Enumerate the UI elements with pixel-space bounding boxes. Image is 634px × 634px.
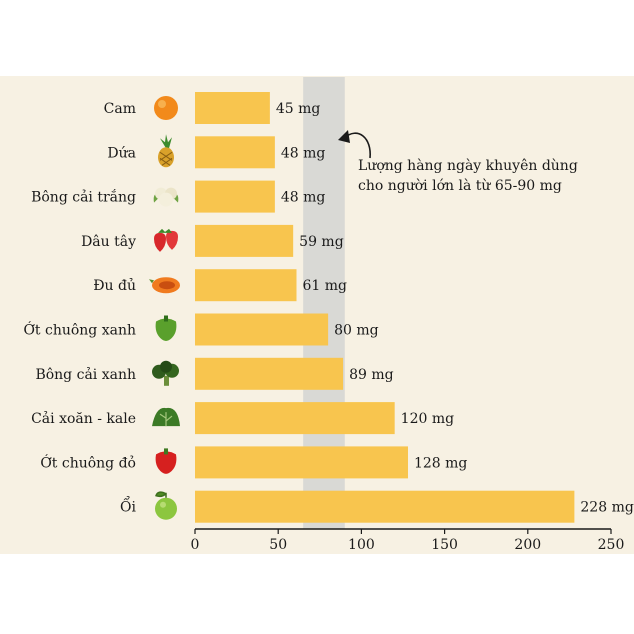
pineapple-icon [158, 134, 174, 168]
category-label: Cải xoăn - kale [31, 410, 136, 427]
value-label: 128 mg [414, 455, 467, 471]
x-tick-label: 100 [348, 537, 375, 553]
category-label: Đu đủ [93, 277, 136, 294]
orange-icon [154, 96, 178, 120]
annotation-text: cho người lớn là từ 65-90 mg [358, 177, 562, 194]
annotation-arrowhead [338, 130, 350, 143]
category-label: Ớt chuông xanh [23, 321, 136, 339]
value-label: 89 mg [349, 367, 394, 383]
category-label: Ớt chuông đỏ [40, 453, 136, 471]
category-label: Cam [104, 101, 136, 117]
bar [195, 490, 575, 523]
value-label: 48 mg [281, 190, 326, 206]
bar [195, 357, 344, 390]
category-label: Ổi [120, 495, 136, 516]
red-pepper-icon [155, 448, 177, 474]
bar [195, 446, 408, 479]
papaya-icon [149, 277, 180, 294]
value-label: 59 mg [299, 234, 344, 250]
annotation-text: Lượng hàng ngày khuyên dùng [358, 157, 578, 174]
bar [195, 313, 329, 346]
category-label: Dâu tây [81, 234, 136, 250]
category-label: Dứa [107, 145, 136, 161]
value-label: 48 mg [281, 145, 326, 161]
bar [195, 180, 275, 213]
value-label: 61 mg [303, 278, 348, 294]
x-tick-label: 250 [598, 537, 625, 553]
strawberry-icon [154, 228, 178, 252]
category-label: Bông cải xanh [35, 366, 136, 383]
value-label: 80 mg [334, 323, 379, 339]
x-tick-label: 50 [269, 537, 287, 553]
x-tick-label: 0 [191, 537, 200, 553]
bar [195, 92, 270, 124]
category-label: Bông cải trắng [31, 188, 136, 206]
cauliflower-icon [153, 187, 179, 207]
bar [195, 224, 294, 257]
guava-icon [155, 491, 177, 520]
bar [195, 269, 297, 302]
value-label: 45 mg [276, 101, 321, 117]
kale-icon [152, 407, 180, 427]
value-label: 228 mg [580, 500, 633, 516]
x-tick-label: 150 [431, 537, 458, 553]
green-pepper-icon [155, 315, 177, 341]
x-tick-label: 200 [514, 537, 541, 553]
value-label: 120 mg [401, 411, 454, 427]
bar [195, 402, 395, 435]
bar [195, 136, 275, 169]
broccoli-icon [152, 360, 179, 386]
